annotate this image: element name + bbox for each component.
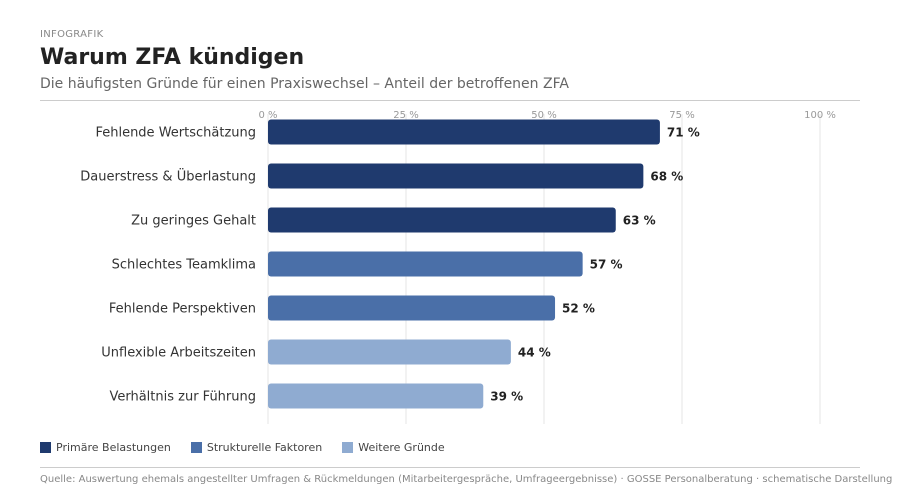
category-label: Verhältnis zur Führung (109, 390, 256, 405)
top-divider (40, 100, 860, 101)
bar (268, 251, 583, 277)
category-label: Dauerstress & Überlastung (80, 168, 256, 185)
bar-chart: 0 % 25 % 50 % 75 % 100 % Fehlende Wertschätzu… (80, 110, 836, 424)
category-label: Zu geringes Gehalt (131, 214, 256, 229)
value-label: 44 % (518, 346, 551, 360)
bar (268, 295, 556, 321)
legend: Primäre Belastungen Strukturelle Faktore… (40, 441, 465, 454)
x-tick-label: 0 % (258, 110, 277, 121)
legend-item-primary: Primäre Belastungen (40, 441, 171, 454)
value-label: 52 % (562, 302, 595, 316)
bar (268, 383, 484, 409)
legend-swatch-primary (40, 442, 51, 453)
legend-label-structural: Strukturelle Faktoren (206, 441, 323, 454)
category-label: Unflexible Arbeitszeiten (101, 346, 256, 361)
value-label: 71 % (667, 126, 700, 140)
legend-label-other: Weitere Gründe (358, 441, 445, 454)
value-label: 57 % (590, 258, 623, 272)
bar (268, 339, 511, 365)
legend-swatch-structural (190, 442, 202, 453)
value-label: 68 % (650, 170, 683, 184)
category-label: Fehlende Wertschätzung (95, 126, 256, 141)
value-label: 63 % (623, 214, 656, 228)
chart-subtitle: Die häufigsten Gründe für einen Praxiswe… (40, 76, 569, 92)
chart-title: Warum ZFA kündigen (40, 45, 305, 70)
legend-label-primary: Primäre Belastungen (56, 441, 171, 454)
x-tick-label: 100 % (804, 110, 836, 121)
legend-item-structural: Strukturelle Faktoren (190, 441, 323, 454)
x-tick-label: 50 % (531, 110, 556, 121)
bar (268, 119, 660, 145)
bar (268, 207, 616, 233)
category-label: Schlechtes Teamklima (112, 258, 256, 273)
category-label: Fehlende Perspektiven (109, 302, 256, 317)
value-label: 39 % (490, 390, 523, 404)
legend-item-other: Weitere Gründe (342, 441, 445, 454)
x-tick-label: 75 % (669, 110, 694, 121)
bar (268, 163, 644, 189)
bottom-divider (40, 467, 860, 468)
eyebrow-label: INFOGRAFIK (40, 29, 104, 40)
legend-swatch-other (342, 442, 354, 453)
x-tick-label: 25 % (393, 110, 418, 121)
